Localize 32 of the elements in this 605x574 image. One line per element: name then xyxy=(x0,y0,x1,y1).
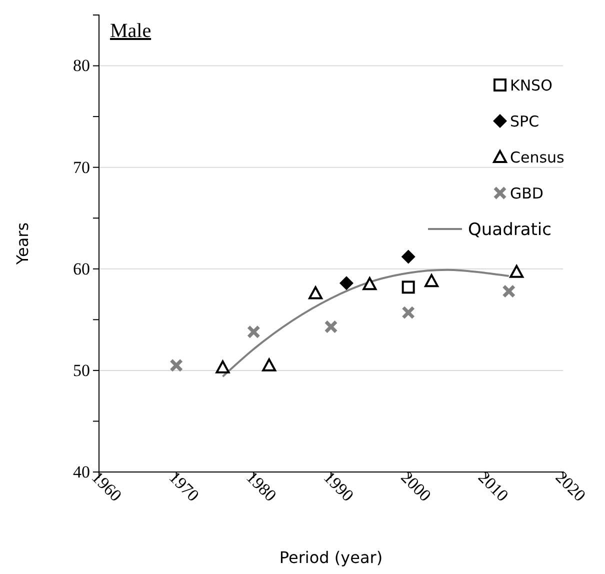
legend-label: KNSO xyxy=(510,76,552,94)
point xyxy=(246,325,260,339)
x-tick-label: 2000 xyxy=(397,468,435,506)
point xyxy=(401,250,416,264)
point xyxy=(339,276,354,290)
y-tick-label: 40 xyxy=(73,462,90,482)
legend-label: SPC xyxy=(510,112,540,130)
point xyxy=(216,360,230,374)
x-tick-label: 1990 xyxy=(320,468,358,506)
x-tick-label: 1970 xyxy=(165,468,203,506)
x-tick-label: 1980 xyxy=(242,468,280,506)
point xyxy=(324,320,338,334)
point xyxy=(502,284,516,298)
point xyxy=(402,306,416,320)
chart-title: Male xyxy=(110,20,152,42)
point xyxy=(170,358,184,372)
point xyxy=(308,286,323,300)
y-tick-label: 70 xyxy=(73,158,90,177)
point xyxy=(510,264,524,278)
point xyxy=(262,358,276,372)
x-tick-label: 2010 xyxy=(474,468,512,506)
y-tick-label: 80 xyxy=(73,56,90,76)
x-axis-title: Period (year) xyxy=(279,548,383,567)
point xyxy=(402,280,415,294)
legend-label: Quadratic xyxy=(468,220,552,240)
legend-label: Census xyxy=(510,148,565,166)
y-axis-title: Years xyxy=(13,222,32,266)
point xyxy=(362,277,377,290)
legend-label: GBD xyxy=(510,184,544,202)
point xyxy=(424,274,439,288)
y-tick-label: 60 xyxy=(73,259,90,278)
y-tick-label: 50 xyxy=(73,360,90,380)
